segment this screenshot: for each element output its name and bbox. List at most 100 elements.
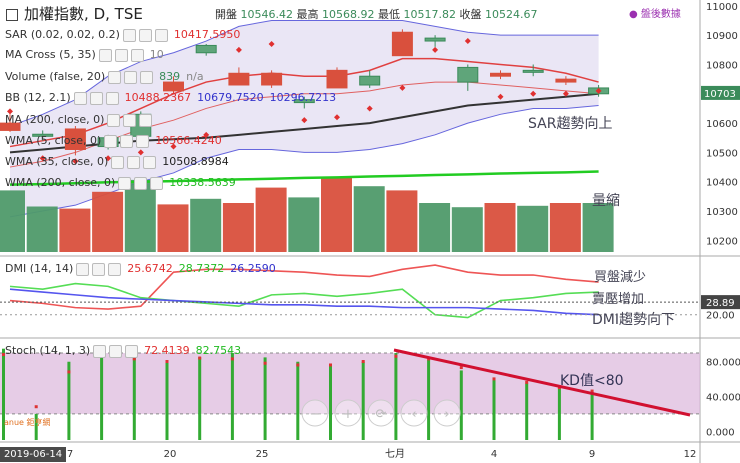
close-icon[interactable] [125,344,139,358]
settings-icon[interactable] [124,70,138,84]
settings-icon[interactable] [134,176,148,190]
reset-icon[interactable] [367,399,395,427]
settings-icon[interactable] [127,155,141,169]
close-icon[interactable] [143,155,157,169]
indicator-legend[interactable]: WMA (35, close, 0) 10508.8984 [5,155,229,169]
eye-icon[interactable] [107,113,121,127]
time-tick-label: 25 [256,449,269,460]
stoch-d-tick [165,360,169,363]
after-hours-toggle[interactable]: ● 盤後數據 [629,9,681,20]
close-icon[interactable] [150,176,164,190]
eye-icon[interactable] [122,28,136,42]
indicator-name: DMI (14, 14) [5,262,74,275]
settings-icon[interactable] [92,262,106,276]
stoch-band [0,353,700,414]
bollinger-upper-line [9,20,599,127]
eye-icon[interactable] [73,91,87,105]
stoch-k-bar [67,361,71,440]
scroll-right-icon[interactable] [433,399,461,427]
current-price-label: 10703 [704,89,736,100]
settings-icon[interactable] [89,91,103,105]
close-icon[interactable] [139,113,153,127]
close-icon[interactable] [108,262,122,276]
candle-body [391,31,413,57]
close-label: 收盤 [459,8,482,21]
sar-point [530,90,537,97]
dmi-tick-label: 20.00 [706,311,735,322]
adx-line [9,288,599,316]
sar-point [497,93,504,100]
scroll-left-icon[interactable] [400,399,428,427]
volume-bar [484,203,516,252]
price-tick-label: 10800 [706,60,738,71]
close-icon[interactable] [105,91,119,105]
eye-icon[interactable] [93,344,107,358]
indicator-value: 10679.7520 [197,91,264,104]
indicator-legend[interactable]: SAR (0.02, 0.02, 0.2) 10417.5950 [5,28,240,42]
stoch-d-tick [2,353,5,357]
eye-icon[interactable] [104,134,118,148]
indicator-legend[interactable]: BB (12, 2.1) 10488.2367 10679.7520 10296.72… [5,91,336,105]
indicator-legend[interactable]: WMA (5, close, 0) 10566.4240 [5,134,222,148]
dmi-legend[interactable]: DMI (14, 14) 25.6742 28.7372 26.2590 [5,262,276,276]
settings-icon[interactable] [114,48,128,62]
candle-body [555,78,577,83]
stoch-d-tick [34,405,38,409]
high-value: 10568.92 [322,8,375,21]
menu-icon[interactable] [6,8,18,21]
sar-point [235,46,242,53]
indicator-legend[interactable]: MA (200, close, 0) [5,113,153,127]
annotation-kd: KD值<80 [560,373,624,389]
close-icon[interactable] [140,70,154,84]
close-icon[interactable] [154,28,168,42]
stoch-legend[interactable]: Stoch (14, 1, 3) 72.4139 82.7543 [5,344,241,358]
zoom-out-icon-glyph: − [310,407,321,422]
eye-icon[interactable] [76,262,90,276]
sar-point [562,90,569,97]
volume-bar [255,187,287,252]
eye-icon[interactable] [108,70,122,84]
candle-body [64,128,86,150]
ohlc-values: 開盤 10546.42 最高 10568.92 最低 10517.82 收盤 1… [215,8,538,22]
volume-bar [0,190,25,252]
stoch-k-bar [361,361,365,440]
dmi-plus-line [9,264,599,310]
sar-point [366,105,373,112]
settings-icon[interactable] [109,344,123,358]
volume-bar [124,179,156,252]
indicator-name: WMA (200, close, 0) [5,176,116,189]
indicator-legend[interactable]: Volume (false, 20) 839 n/a [5,70,204,84]
eye-icon[interactable] [118,176,132,190]
zoom-in-icon[interactable] [334,399,362,427]
price-tick-label: 10900 [706,31,738,42]
stoch-k-bar [100,348,104,440]
dmi-current-box [701,295,740,310]
eye-icon[interactable] [111,155,125,169]
indicator-name: SAR (0.02, 0.02, 0.2) [5,28,120,41]
price-tick-label: 10200 [706,236,738,247]
volume-bar [190,198,222,252]
sar-point [432,46,439,53]
volume-bar [451,207,483,252]
stoch-d-tick [67,370,71,374]
settings-icon[interactable] [123,113,137,127]
stoch-d-tick [459,366,463,370]
stoch-tick-label: 80.000 [706,358,740,369]
volume-bar [419,203,451,252]
close-icon[interactable] [136,134,150,148]
indicator-legend[interactable]: MA Cross (5, 35) 10 [5,48,164,62]
interval[interactable]: D [93,5,106,23]
reset-icon-glyph: ⟳ [376,407,387,422]
stoch-k-bar [394,353,398,440]
candle-body [326,69,348,89]
settings-icon[interactable] [120,134,134,148]
after-hours-label: 盤後數據 [640,9,681,20]
indicator-legend[interactable]: WMA (200, close, 0) 10338.5639 [5,176,236,190]
annotation-dmi-buy: 買盤減少 [594,270,647,285]
close-icon[interactable] [130,48,144,62]
zoom-out-icon[interactable] [301,399,329,427]
scroll-right-icon-glyph: › [444,407,449,422]
settings-icon[interactable] [138,28,152,42]
eye-icon[interactable] [98,48,112,62]
